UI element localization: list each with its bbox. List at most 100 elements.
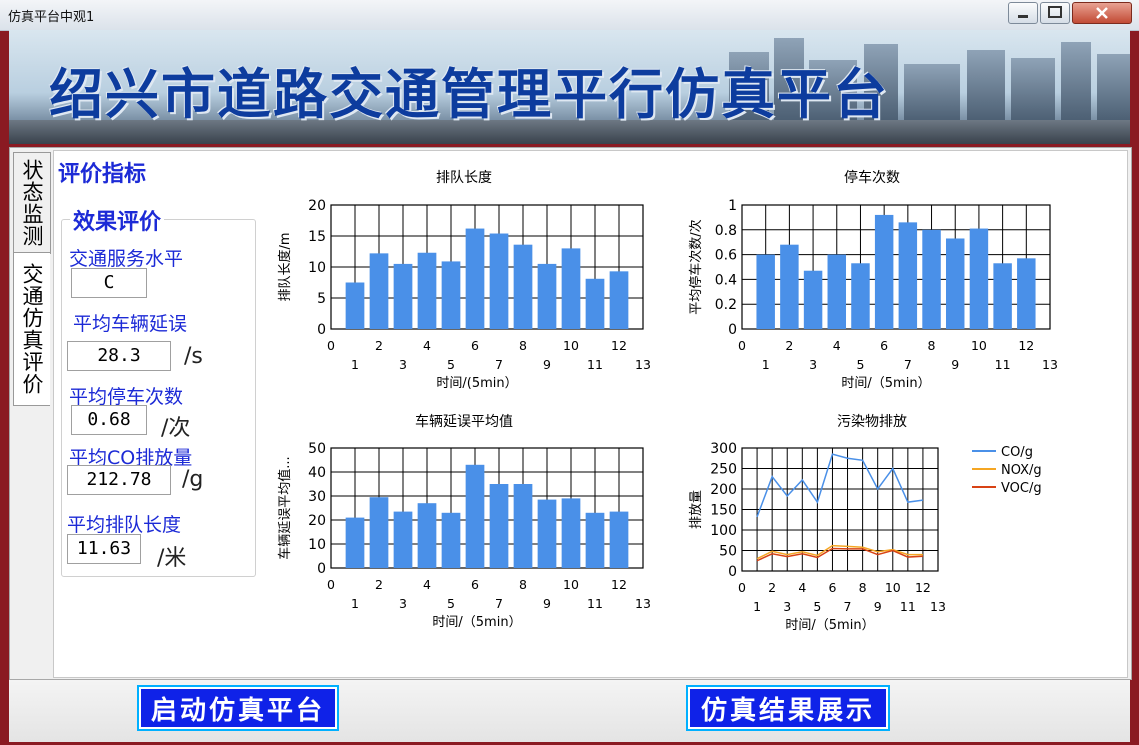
group-title: 效果评价 (70, 204, 165, 236)
y-tick-label: 0.6 (715, 248, 737, 264)
x-tick-label: 0 (327, 577, 335, 592)
avg-stops-unit: /次 (161, 416, 191, 441)
plot-frame (330, 204, 644, 330)
bar (369, 253, 389, 329)
bar (874, 214, 894, 329)
close-button[interactable] (1072, 2, 1132, 24)
skyline-building (809, 60, 857, 122)
x-tick-label: 11 (995, 357, 1011, 372)
bar (561, 248, 581, 329)
x-tick-label: 5 (856, 357, 864, 372)
avg-co-unit: /g (182, 467, 204, 492)
x-tick-label: 13 (635, 357, 651, 372)
y-tick-label: 20 (308, 513, 326, 529)
y-tick-label: 0 (317, 322, 326, 338)
skyline-building (967, 50, 1005, 122)
skyline-building (729, 52, 769, 122)
bar (465, 228, 485, 329)
x-tick-label: 7 (904, 357, 912, 372)
x-tick-label: 3 (399, 596, 407, 611)
bar (417, 252, 437, 329)
maximize-icon (1048, 6, 1062, 18)
series-line-co (756, 453, 924, 518)
x-tick-label: 10 (563, 338, 579, 353)
section-title: 评价指标 (58, 162, 147, 187)
y-tick-label: 1 (728, 198, 737, 214)
bar (489, 484, 509, 568)
x-tick-label: 11 (900, 599, 916, 614)
y-tick-label: 250 (710, 462, 737, 478)
y-tick-label: 100 (710, 523, 737, 539)
bar (993, 263, 1012, 329)
chart-2: 停车次数00.20.40.60.81012345678910111213时间/（… (688, 169, 1058, 391)
bar (1017, 258, 1036, 329)
y-tick-label: 50 (719, 544, 737, 560)
skyline-building (904, 64, 960, 122)
x-tick-label: 2 (375, 338, 383, 353)
service-level-label: 交通服务水平 (69, 248, 184, 270)
skyline-building (1097, 54, 1130, 122)
y-tick-label: 30 (308, 489, 326, 505)
x-tick-label: 0 (738, 338, 746, 353)
x-tick-label: 1 (762, 357, 770, 372)
skyline-building (864, 44, 898, 122)
bar (609, 511, 629, 568)
maximize-button[interactable] (1040, 2, 1070, 24)
x-tick-label: 12 (611, 338, 627, 353)
bar (345, 517, 365, 568)
start-simulation-button[interactable]: 启动仿真平台 (137, 685, 339, 731)
x-tick-label: 1 (351, 596, 359, 611)
avg-queue-unit: /米 (157, 546, 187, 571)
x-tick-label: 6 (471, 338, 479, 353)
tab-simulation-evaluation[interactable]: 交通仿真评价 (13, 252, 50, 406)
x-tick-label: 13 (635, 596, 651, 611)
x-tick-label: 2 (785, 338, 793, 353)
plot-frame (330, 447, 644, 569)
y-tick-label: 200 (710, 482, 737, 498)
y-tick-label: 15 (308, 229, 326, 245)
show-results-button[interactable]: 仿真结果展示 (686, 685, 890, 731)
bar (537, 499, 557, 568)
avg-queue-value[interactable]: 11.63 (67, 534, 141, 564)
avg-co-value[interactable]: 212.78 (67, 465, 171, 495)
x-axis-label: 时间/(5min） (436, 376, 517, 391)
x-tick-label: 4 (423, 577, 431, 592)
y-tick-label: 10 (308, 260, 326, 276)
x-tick-label: 11 (587, 357, 603, 372)
bar (537, 263, 557, 329)
bar (756, 254, 775, 329)
chart-4: 污染物排放05010015020025030001234567891011121… (689, 414, 1042, 633)
avg-delay-unit: /s (184, 344, 203, 369)
bar (513, 484, 533, 568)
x-tick-label: 6 (880, 338, 888, 353)
y-axis-label: 平均停车次数/次 (688, 219, 704, 314)
x-tick-label: 13 (930, 599, 946, 614)
y-axis-label: 车辆延误平均值... (277, 456, 293, 559)
y-tick-label: 0.2 (715, 297, 737, 313)
x-tick-label: 8 (859, 580, 867, 595)
window-title: 仿真平台中观1 (8, 10, 95, 25)
bar (417, 503, 437, 568)
bar (561, 498, 581, 568)
y-tick-label: 10 (308, 537, 326, 553)
y-tick-label: 50 (308, 441, 326, 457)
x-tick-label: 6 (828, 580, 836, 595)
banner-title: 绍兴市道路交通管理平行仿真平台 (49, 63, 889, 126)
x-tick-label: 2 (375, 577, 383, 592)
x-tick-label: 2 (768, 580, 776, 595)
chart-title: 车辆延误平均值 (415, 413, 513, 430)
skyline-building (1061, 42, 1091, 122)
close-icon (1096, 7, 1108, 19)
minimize-button[interactable] (1008, 2, 1038, 24)
chart-3: 车辆延误平均值01020304050012345678910111213时间/（… (277, 413, 651, 630)
bar (803, 270, 823, 329)
x-tick-label: 5 (813, 599, 821, 614)
x-tick-label: 3 (783, 599, 791, 614)
x-tick-label: 8 (928, 338, 936, 353)
avg-delay-value[interactable]: 28.3 (67, 341, 171, 371)
skyline-building (1011, 58, 1055, 122)
banner-road (9, 120, 1130, 144)
avg-stops-value[interactable]: 0.68 (71, 405, 147, 435)
tab-status-monitor[interactable]: 状态监测 (13, 152, 51, 254)
service-level-value[interactable]: C (71, 268, 147, 298)
